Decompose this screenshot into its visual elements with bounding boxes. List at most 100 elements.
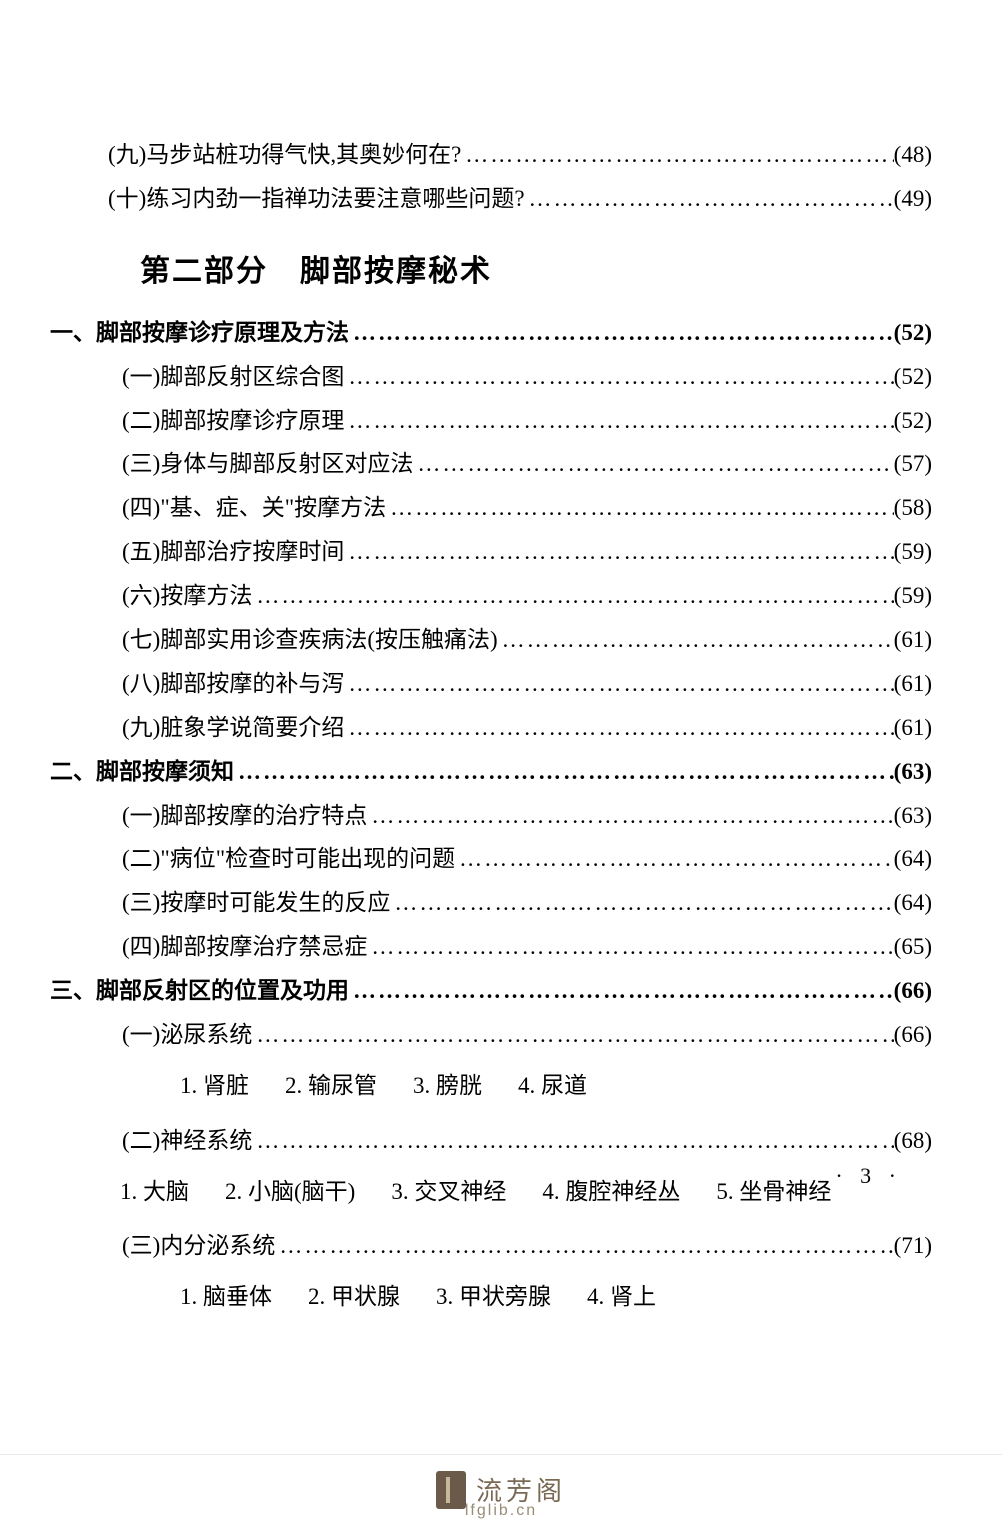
toc-page-ref: (58) [894,493,932,523]
toc-line: 三、脚部反射区的位置及功用………………………………………………………………………… [50,976,932,1006]
toc-line: (七)脚部实用诊查疾病法(按压触痛法)………………………………………………………… [50,625,932,655]
toc-page-ref: (48) [894,140,932,170]
toc-label: (九)马步站桩功得气快,其奥妙何在? [108,140,461,170]
toc-label: (三)身体与脚部反射区对应法 [122,449,413,479]
toc-label: (二)神经系统 [122,1126,252,1156]
toc-sub-item: 4. 肾上 [587,1275,656,1319]
toc-page-ref: (57) [894,449,932,479]
toc-line: (九)脏象学说简要介绍……………………………………………………………………………… [50,713,932,743]
toc-label: (五)脚部治疗按摩时间 [122,537,344,567]
toc-sub-items: 1. 脑垂体 2. 甲状腺 3. 甲状旁腺 4. 肾上 [50,1275,932,1319]
toc-label: (一)脚部反射区综合图 [122,362,344,392]
dot-leader: …………………………………………………………………………………………………………… [367,932,893,962]
toc-page-ref: (59) [894,581,932,611]
toc-label: (二)脚部按摩诊疗原理 [122,406,344,436]
toc-line: (三)内分泌系统……………………………………………………………………………………… [50,1231,932,1261]
toc-label: 一、脚部按摩诊疗原理及方法 [50,318,349,348]
dot-leader: …………………………………………………………………………………………………………… [498,625,894,655]
dot-leader: …………………………………………………………………………………………………………… [367,801,893,831]
toc-label: (四)"基、症、关"按摩方法 [122,493,386,523]
toc-page-ref: (66) [894,976,932,1006]
toc-page-ref: (61) [894,625,932,655]
document-page: (九)马步站桩功得气快,其奥妙何在?…………………………………………………………… [0,0,1002,1319]
dot-leader: …………………………………………………………………………………………………………… [349,318,894,348]
toc-page-ref: (63) [894,757,932,787]
toc-line: (三)按摩时可能发生的反应………………………………………………………………………… [50,888,932,918]
dot-leader: …………………………………………………………………………………………………………… [461,140,893,170]
toc-line: (五)脚部治疗按摩时间……………………………………………………………………………… [50,537,932,567]
dot-leader: …………………………………………………………………………………………………………… [390,888,893,918]
toc-sub-item: 2. 甲状腺 [308,1275,400,1319]
toc-line: (二)脚部按摩诊疗原理……………………………………………………………………………… [50,406,932,436]
brand-logo-icon [436,1471,466,1509]
toc-line: (二)"病位"检查时可能出现的问题……………………………………………………………… [50,844,932,874]
toc-label: 二、脚部按摩须知 [50,757,234,787]
toc-sub-item: 1. 脑垂体 [180,1275,272,1319]
toc-label: (九)脏象学说简要介绍 [122,713,344,743]
toc-page-ref: (66) [894,1020,932,1050]
page-number: · 3 · [835,1163,902,1189]
dot-leader: …………………………………………………………………………………………………………… [252,1020,893,1050]
toc-page-ref: (64) [894,888,932,918]
toc-page-ref: (63) [894,801,932,831]
toc-sub-items: 1. 肾脏 2. 输尿管 3. 膀胱 4. 尿道 [50,1064,932,1108]
toc-page-ref: (52) [894,406,932,436]
toc-page-ref: (65) [894,932,932,962]
dot-leader: …………………………………………………………………………………………………………… [413,449,893,479]
toc-sub-item: 1. 肾脏 [180,1064,249,1108]
toc-line: (一)脚部按摩的治疗特点…………………………………………………………………………… [50,801,932,831]
toc-sub-item: 4. 尿道 [518,1064,587,1108]
toc-label: (六)按摩方法 [122,581,252,611]
dot-leader: …………………………………………………………………………………………………………… [344,713,893,743]
dot-leader: …………………………………………………………………………………………………………… [455,844,894,874]
dot-leader: …………………………………………………………………………………………………………… [344,362,893,392]
toc-sub-item: 3. 膀胱 [413,1064,482,1108]
dot-leader: …………………………………………………………………………………………………………… [349,976,894,1006]
toc-line: 一、脚部按摩诊疗原理及方法………………………………………………………………………… [50,318,932,348]
toc-sub-item: 2. 输尿管 [285,1064,377,1108]
toc-body: 一、脚部按摩诊疗原理及方法………………………………………………………………………… [50,318,932,1319]
toc-sub-item: 3. 甲状旁腺 [436,1275,551,1319]
toc-page-ref: (71) [894,1231,932,1261]
toc-page-ref: (64) [894,844,932,874]
dot-leader: …………………………………………………………………………………………………………… [525,184,894,214]
toc-label: (三)按摩时可能发生的反应 [122,888,390,918]
section-title: 第二部分 脚部按摩秘术 [140,246,932,290]
toc-label: (八)脚部按摩的补与泻 [122,669,344,699]
toc-label: (三)内分泌系统 [122,1231,275,1261]
toc-line: (二)神经系统………………………………………………………………………………………… [50,1126,932,1156]
toc-line: (四)"基、症、关"按摩方法……………………………………………………………………… [50,493,932,523]
toc-sub-item: 4. 腹腔神经丛 [542,1170,680,1214]
dot-leader: …………………………………………………………………………………………………………… [252,581,893,611]
toc-sub-item: 2. 小脑(脑干) [225,1170,355,1214]
toc-label: 三、脚部反射区的位置及功用 [50,976,349,1006]
toc-page-ref: (61) [894,713,932,743]
toc-label: (一)泌尿系统 [122,1020,252,1050]
toc-label: (十)练习内劲一指禅功法要注意哪些问题? [108,184,525,214]
toc-line: (四)脚部按摩治疗禁忌症…………………………………………………………………………… [50,932,932,962]
toc-label: (二)"病位"检查时可能出现的问题 [122,844,455,874]
toc-page-ref: (52) [894,318,932,348]
dot-leader: …………………………………………………………………………………………………………… [344,537,893,567]
toc-line: (九)马步站桩功得气快,其奥妙何在?…………………………………………………………… [50,140,932,170]
toc-line: (八)脚部按摩的补与泻……………………………………………………………………………… [50,669,932,699]
dot-leader: …………………………………………………………………………………………………………… [344,669,893,699]
brand-url: lfglib.cn [465,1502,537,1520]
toc-line: (三)身体与脚部反射区对应法……………………………………………………………………… [50,449,932,479]
toc-page-ref: (59) [894,537,932,567]
toc-page-ref: (68) [894,1126,932,1156]
toc-line: 二、脚部按摩须知……………………………………………………………………………………… [50,757,932,787]
toc-page-ref: (52) [894,362,932,392]
toc-sub-items: 1. 大脑2. 小脑(脑干)3. 交叉神经4. 腹腔神经丛5. 坐骨神经 [120,1170,932,1214]
dot-leader: …………………………………………………………………………………………………………… [386,493,894,523]
dot-leader: …………………………………………………………………………………………………………… [344,406,893,436]
toc-line: (十)练习内劲一指禅功法要注意哪些问题?……………………………………………………… [50,184,932,214]
dot-leader: …………………………………………………………………………………………………………… [275,1231,893,1261]
toc-page-ref: (49) [894,184,932,214]
toc-label: (一)脚部按摩的治疗特点 [122,801,367,831]
toc-line: (一)脚部反射区综合图……………………………………………………………………………… [50,362,932,392]
dot-leader: …………………………………………………………………………………………………………… [234,757,894,787]
toc-label: (四)脚部按摩治疗禁忌症 [122,932,367,962]
dot-leader: …………………………………………………………………………………………………………… [252,1126,893,1156]
toc-sub-item: 1. 大脑 [120,1170,189,1214]
